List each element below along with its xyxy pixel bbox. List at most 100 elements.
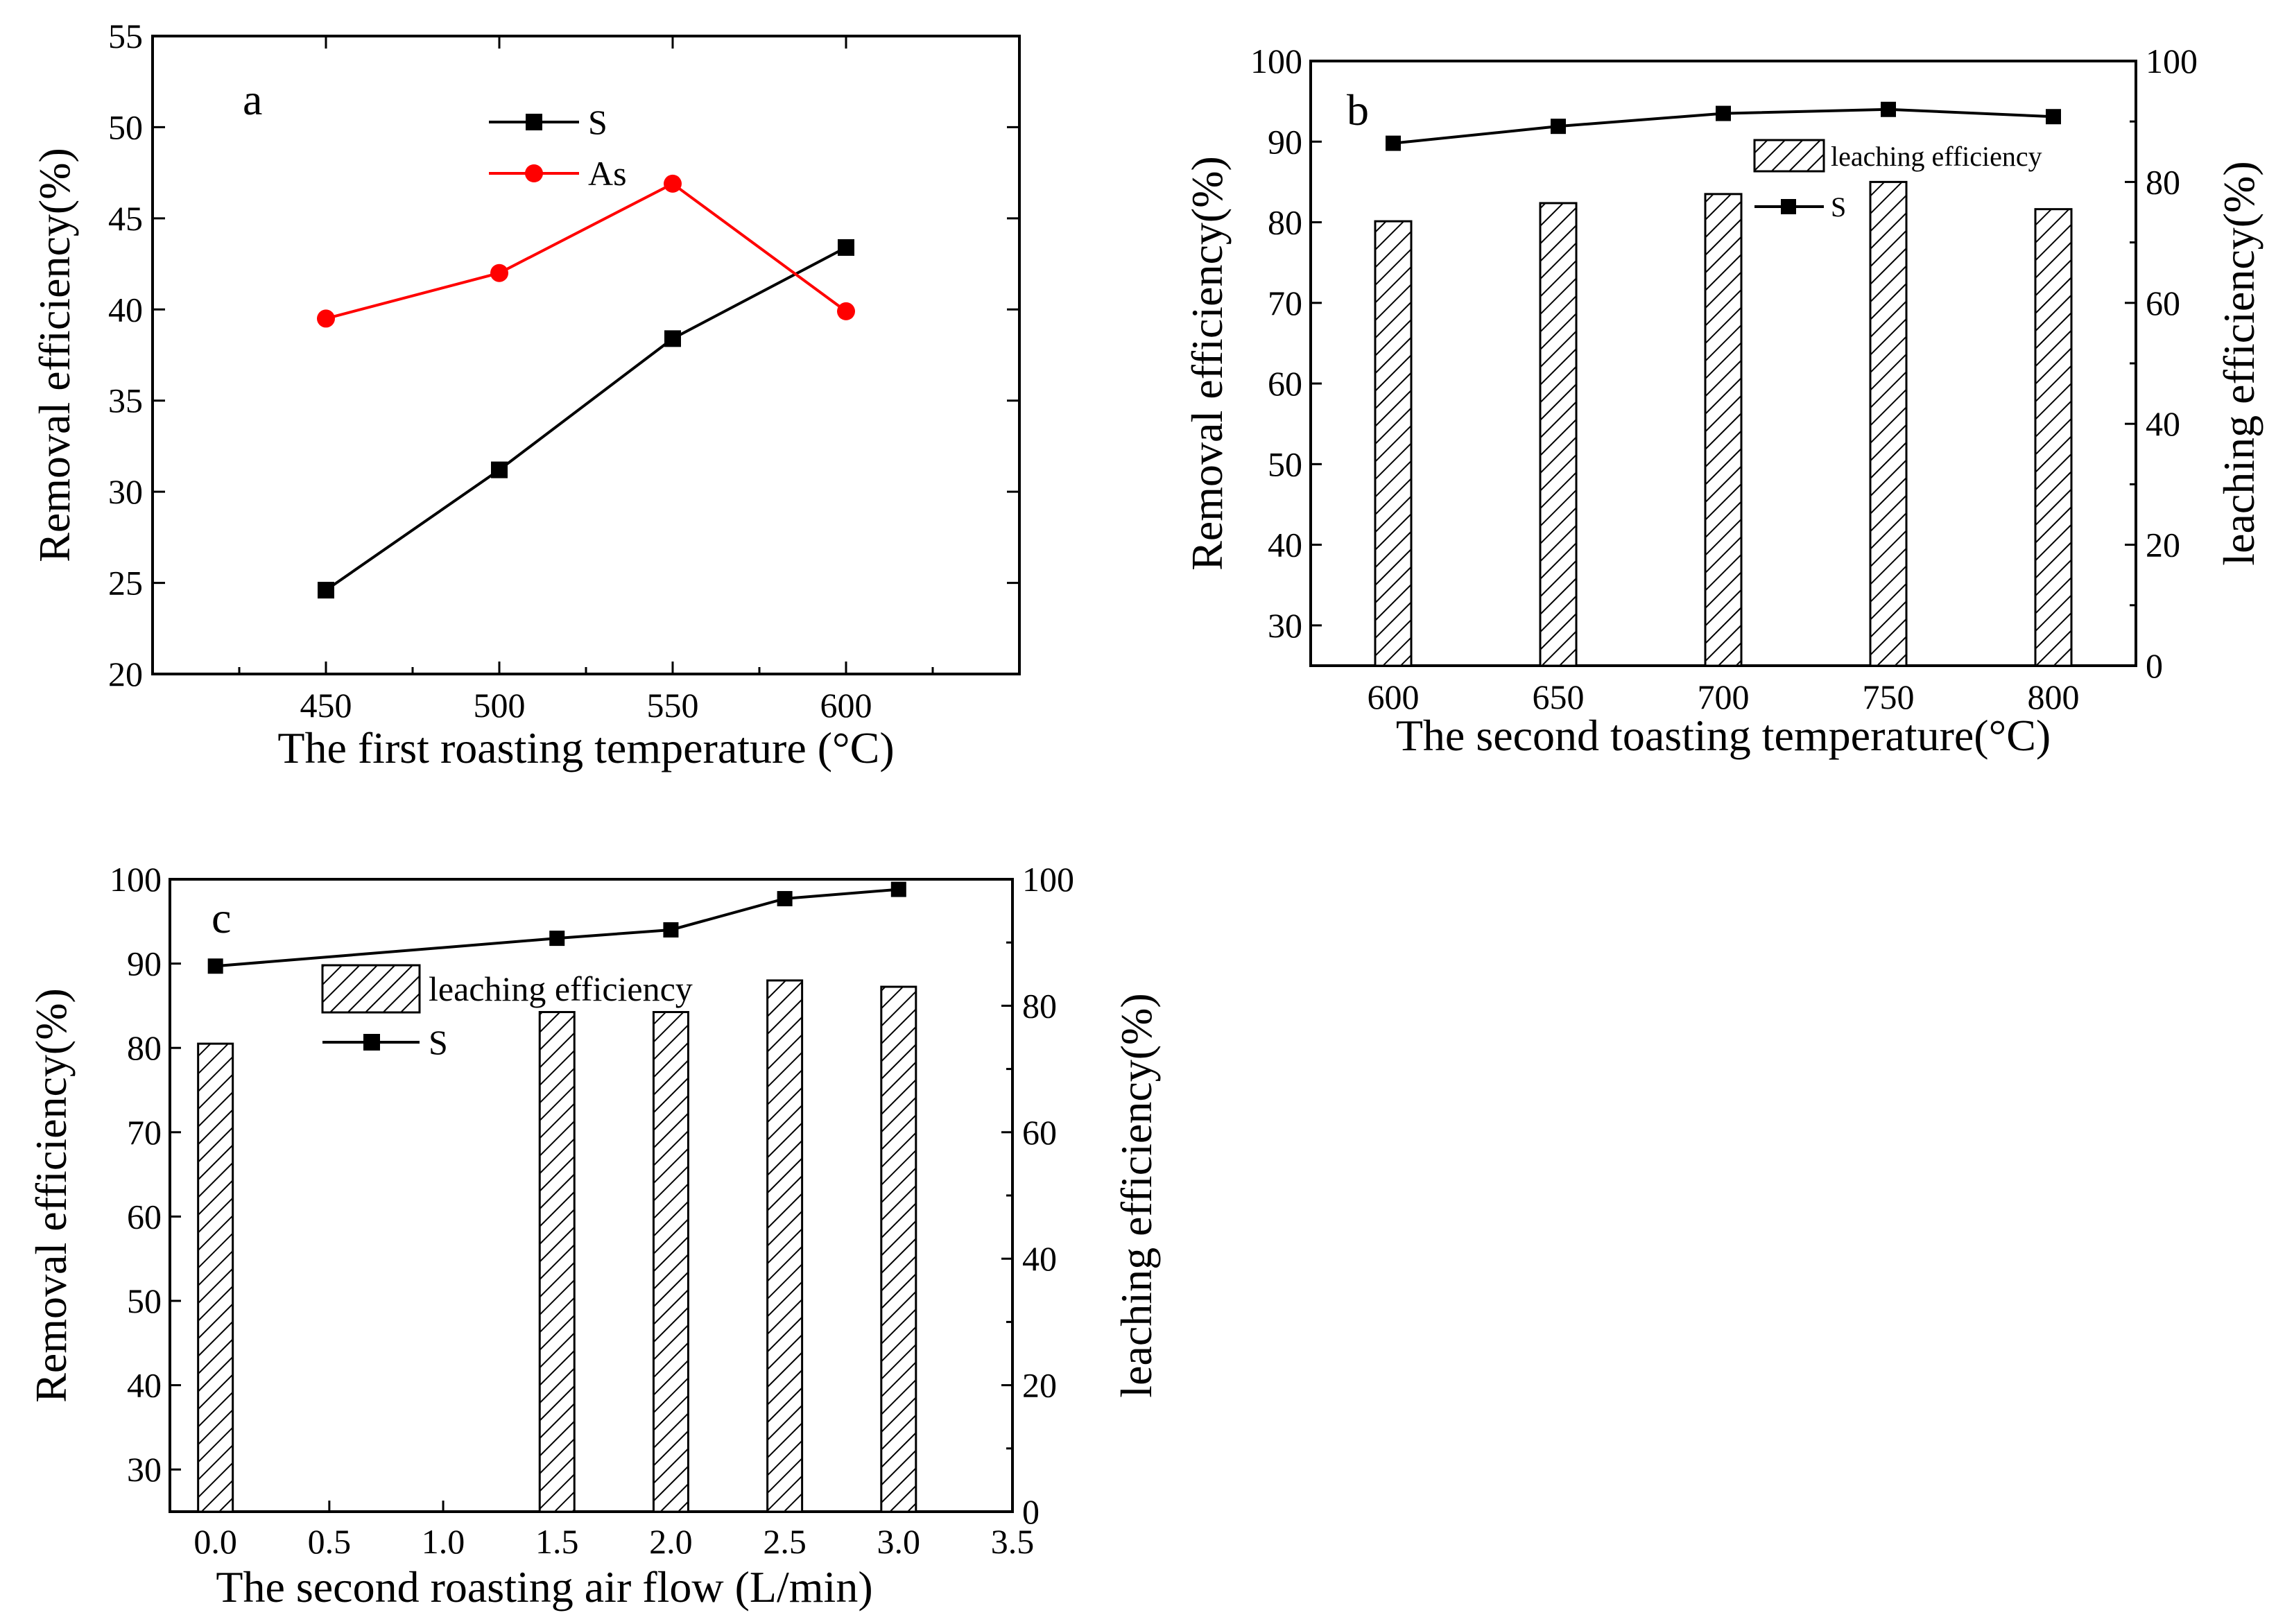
panel-c-x-tick-label: 2.0: [649, 1522, 693, 1561]
panel-b-y-tick-label: 100: [1250, 42, 1302, 80]
panel-b-y2-tick-label: 20: [2146, 526, 2180, 564]
panel-b-series-s-point: [1386, 135, 1401, 151]
panel-c-series-s-point: [777, 890, 793, 906]
panel-a-y-tick-label: 25: [108, 564, 143, 603]
panel-a-series-as-point: [837, 302, 855, 320]
panel-b-y-tick-label: 40: [1268, 526, 1302, 564]
panel-c-y-tick-label: 50: [127, 1281, 162, 1320]
panel-c-bar: [652, 1011, 689, 1513]
panel-c-series-s-point: [663, 922, 679, 938]
panel-c-bar: [880, 985, 917, 1513]
panel-c-y-tick-label: 90: [127, 944, 162, 983]
panel-b-series: [1386, 101, 2061, 151]
panel-a-ticks: [153, 35, 1019, 675]
panel-a-y-tick-label: 35: [108, 381, 143, 420]
panel-b-x-tick-label: 750: [1863, 677, 1915, 716]
panel-c-x-axis-title: The second roasting air flow (L/min): [216, 1562, 872, 1612]
panel-b-y-axis-title: Removal efficiency(%): [1182, 156, 1232, 571]
panel-c-x-tick-label: 3.5: [991, 1522, 1035, 1561]
panel-b-tick-labels: 600 650 700 750 800 30 40 50 60 70 80 90 100 0 20 40 60 8…: [1250, 42, 2198, 716]
panel-c-series-s-line: [215, 888, 899, 968]
panel-c-x-tick-label: 2.5: [763, 1522, 807, 1561]
panel-a-y-tick-label: 50: [108, 107, 143, 146]
panel-c-bar: [766, 979, 804, 1513]
legend-leaching-label: leaching efficiency: [429, 969, 693, 1008]
panel-a-series-s-point: [664, 330, 681, 347]
panel-c-y-axis-title: Removal efficiency(%): [26, 988, 76, 1403]
legend-leaching-swatch: [1753, 139, 1825, 173]
panel-a-letter: a: [243, 75, 262, 124]
panel-b-legend: leaching efficiency S: [1753, 139, 2042, 223]
legend-leaching-label: leaching efficiency: [1831, 141, 2042, 172]
panel-a-x-tick-label: 500: [474, 686, 526, 725]
panel-b-y2-tick-label: 100: [2146, 42, 2198, 80]
panel-a-y-tick-label: 40: [108, 290, 143, 329]
panel-c-series: [207, 881, 906, 974]
legend-as-marker: [525, 164, 543, 182]
panel-a-series-s-point: [491, 461, 508, 478]
panel-b-y-tick-label: 60: [1268, 364, 1302, 403]
panel-a-series-as-point: [664, 174, 682, 193]
panel-c-y-tick-label: 30: [127, 1450, 162, 1489]
panel-c-y-tick-label: 60: [127, 1197, 162, 1236]
panel-b-y2-axis-title: leaching efficiency(%): [2214, 161, 2264, 565]
panel-b-series-s-point: [1716, 105, 1731, 121]
panel-b-x-tick-label: 700: [1698, 677, 1750, 716]
panel-b-series-s-point: [2046, 109, 2061, 125]
panel-c-y2-tick-label: 80: [1022, 986, 1057, 1025]
panel-b: 600 650 700 750 800 30 40 50 60 70 80 90 100 0 20 40 60 8…: [1182, 42, 2264, 760]
legend-s-marker: [1781, 199, 1796, 214]
panel-c-series-s-point: [549, 931, 565, 947]
panel-b-series-s-point: [1881, 101, 1896, 117]
legend-s-label: S: [588, 103, 607, 141]
legend-s-label: S: [429, 1023, 448, 1062]
panel-a-tick-labels: 450 500 550 600 20 25 30 35 40 45 50 55: [108, 17, 872, 725]
panel-b-bar: [1704, 193, 1743, 667]
panel-c-y-tick-label: 40: [127, 1366, 162, 1405]
panel-b-y-tick-label: 90: [1268, 122, 1302, 161]
panel-c-tick-labels: 0.0 0.5 1.0 1.5 2.0 2.5 3.0 3.5 30 40 50 60 70 80 90 10…: [110, 860, 1074, 1561]
panel-a-y-axis-title: Removal efficiency(%): [30, 148, 79, 562]
panel-c-x-tick-label: 1.0: [422, 1522, 465, 1561]
panel-c: 0.0 0.5 1.0 1.5 2.0 2.5 3.0 3.5 30 40 50 60 70 80 90 10…: [26, 860, 1161, 1612]
panel-c-x-tick-label: 0.0: [193, 1522, 237, 1561]
panel-b-y-tick-label: 50: [1268, 444, 1302, 483]
panel-b-series-s-point: [1551, 119, 1566, 135]
panel-b-y2-tick-label: 0: [2146, 646, 2163, 685]
panel-b-y-tick-label: 30: [1268, 606, 1302, 645]
panel-c-x-tick-label: 0.5: [308, 1522, 352, 1561]
panel-a-x-tick-label: 550: [647, 686, 699, 725]
panel-a-series-s-line: [325, 246, 847, 591]
panel-c-y2-tick-label: 60: [1022, 1113, 1057, 1152]
panel-b-y2-tick-label: 60: [2146, 284, 2180, 322]
panel-c-series-s-point: [207, 958, 223, 974]
panel-c-x-tick-label: 3.0: [877, 1522, 921, 1561]
panel-a-series-as-line: [325, 182, 847, 320]
panel-c-y2-axis-title: leaching efficiency(%): [1112, 993, 1161, 1397]
panel-c-y-tick-label: 80: [127, 1028, 162, 1067]
panel-b-bar: [1374, 220, 1413, 667]
panel-a-series-s-point: [838, 239, 854, 256]
panel-a-y-tick-label: 45: [108, 199, 143, 238]
panel-b-x-tick-label: 800: [2028, 677, 2080, 716]
panel-a-plot-frame: [151, 35, 1021, 675]
panel-c-series-s-point: [890, 881, 906, 897]
panel-b-y-tick-label: 80: [1268, 203, 1302, 242]
panel-a-y-tick-label: 30: [108, 472, 143, 511]
panel-a-y-tick-label: 55: [108, 17, 143, 55]
panel-b-y2-tick-label: 80: [2146, 162, 2180, 201]
panel-a-x-tick-label: 450: [300, 686, 352, 725]
legend-as-label: As: [588, 154, 627, 193]
panel-c-y-tick-label: 100: [110, 860, 162, 899]
panel-a-x-tick-label: 600: [820, 686, 872, 725]
panel-a: 450 500 550 600 20 25 30 35 40 45 50 55 a The first…: [30, 17, 1021, 772]
panel-a-series-s-point: [318, 582, 334, 599]
panel-c-bar: [197, 1042, 234, 1513]
panel-c-x-tick-label: 1.5: [535, 1522, 579, 1561]
panel-c-y2-tick-label: 20: [1022, 1366, 1057, 1405]
legend-s-label: S: [1831, 191, 1846, 223]
panel-b-bar: [2034, 208, 2073, 667]
panel-a-series: [317, 174, 855, 599]
panel-c-y2-tick-label: 100: [1022, 860, 1074, 899]
